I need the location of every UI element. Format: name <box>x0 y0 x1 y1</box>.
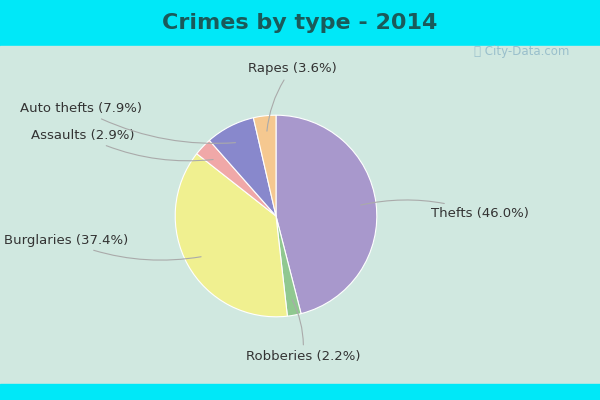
Text: ⧖ City-Data.com: ⧖ City-Data.com <box>475 46 569 58</box>
Wedge shape <box>276 115 377 314</box>
Bar <box>0 384 600 400</box>
Wedge shape <box>197 140 276 216</box>
Wedge shape <box>209 118 276 216</box>
Wedge shape <box>276 216 301 316</box>
Text: Burglaries (37.4%): Burglaries (37.4%) <box>4 234 201 260</box>
Bar <box>0 0 600 46</box>
Text: Robberies (2.2%): Robberies (2.2%) <box>245 300 360 363</box>
Text: Crimes by type - 2014: Crimes by type - 2014 <box>163 13 437 33</box>
Wedge shape <box>175 154 287 317</box>
Text: Rapes (3.6%): Rapes (3.6%) <box>248 62 337 131</box>
Text: Assaults (2.9%): Assaults (2.9%) <box>31 129 213 161</box>
Text: Thefts (46.0%): Thefts (46.0%) <box>361 200 529 220</box>
Wedge shape <box>253 115 276 216</box>
Bar <box>0 46 600 384</box>
Text: Auto thefts (7.9%): Auto thefts (7.9%) <box>20 102 235 144</box>
